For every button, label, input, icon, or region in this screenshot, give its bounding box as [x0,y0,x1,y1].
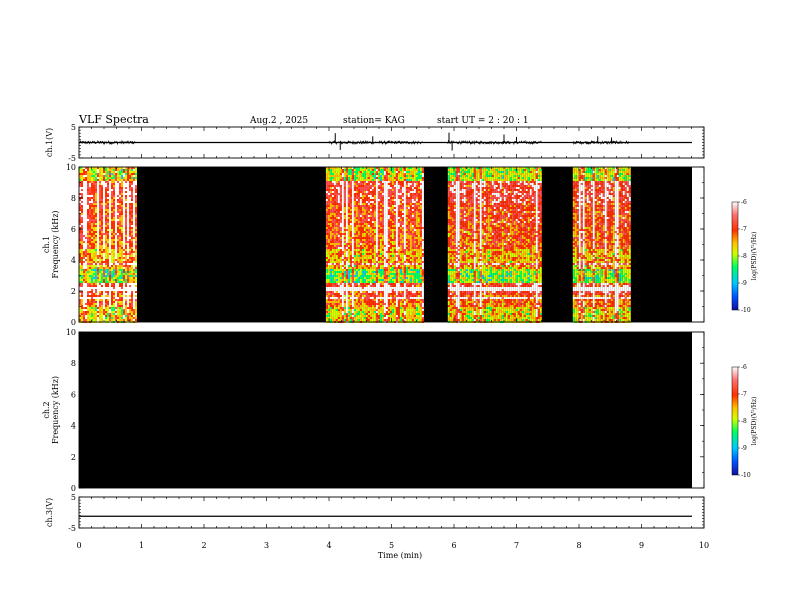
y-tick-label: 10 [66,328,76,337]
x-tick-label: 9 [639,541,644,550]
y-tick-label: 4 [71,256,76,265]
start-time-label: start UT = 2 : 20 : 1 [437,116,529,126]
ch1-colorbar: -6 -7 -8 -9 -10 log(PSD)(V²/Hz) [732,199,758,314]
y-tick-label: 2 [71,287,76,296]
x-tick-label: 4 [326,541,331,550]
colorbar-tick-label: -8 [741,418,747,425]
colorbar-tick-label: -7 [741,391,747,398]
colorbar-tick-label: -9 [741,445,747,452]
colorbar-tick-label: -10 [741,307,751,314]
spectrogram-segment [79,167,137,323]
y-tick-label: 0 [71,318,76,327]
date-label: Aug.2 , 2025 [249,116,308,126]
y-tick-label: 5 [71,123,76,132]
ch3-waveform-panel: 5 -5 ch.3(V) 0 1 2 3 4 5 6 7 8 9 10 Time (min) [45,493,709,560]
spectrogram-segment [326,167,424,323]
ch2-colorbar: -6 -7 -8 -9 -10 log(PSD)(V²/Hz) [732,364,758,479]
y-tick-label: 6 [71,225,76,234]
y-tick-label: 2 [71,453,76,462]
y-tick-label: -5 [68,154,76,163]
y-tick-label: -5 [68,524,76,533]
y-tick-label: 5 [71,493,76,502]
x-tick-label: 5 [389,541,394,550]
x-tick-label: 7 [514,541,519,550]
figure-title: VLF Spectra [78,113,149,126]
y-axis-label: ch.1 [42,236,51,253]
y-tick-label: 10 [66,163,76,172]
x-axis-label: Time (min) [378,551,422,560]
colorbar-scale [732,367,738,475]
y-tick-label: 0 [71,484,76,493]
y-tick-label: 4 [71,422,76,431]
colorbar-label: log(PSD)(V²/Hz) [751,232,758,281]
colorbar-scale [732,202,738,310]
station-label: station= KAG [343,116,405,126]
colorbar-tick-label: -7 [741,226,747,233]
y-tick-label: 8 [71,194,76,203]
x-tick-label: 1 [139,541,144,550]
x-tick-label: 0 [76,541,81,550]
colorbar-tick-label: -6 [741,364,747,371]
colorbar-tick-label: -8 [741,253,747,260]
y-axis-label: ch.3(V) [45,498,54,527]
y-axis-label: ch.1(V) [45,128,54,157]
y-axis-label: Frequency (kHz) [51,210,60,278]
x-tick-label: 2 [201,541,206,550]
y-tick-label: 6 [71,390,76,399]
x-tick-label: 6 [451,541,456,550]
no-data-fill [79,332,692,488]
x-tick-label: 8 [576,541,581,550]
colorbar-tick-label: -6 [741,199,747,206]
spectrogram-segment [573,167,631,323]
y-axis-label: Frequency (kHz) [51,376,60,444]
y-tick-label: 8 [71,359,76,368]
panel-frame [79,497,704,528]
ch1-waveform-panel: 5 -5 ch.1(V) [45,123,704,163]
spectrogram-segment [448,167,542,323]
x-tick-label: 10 [699,541,709,550]
colorbar-tick-label: -10 [741,472,751,479]
y-axis-label: ch.2 [42,401,51,418]
colorbar-label: log(PSD)(V²/Hz) [751,397,758,446]
x-tick-label: 3 [264,541,269,550]
colorbar-tick-label: -9 [741,280,747,287]
